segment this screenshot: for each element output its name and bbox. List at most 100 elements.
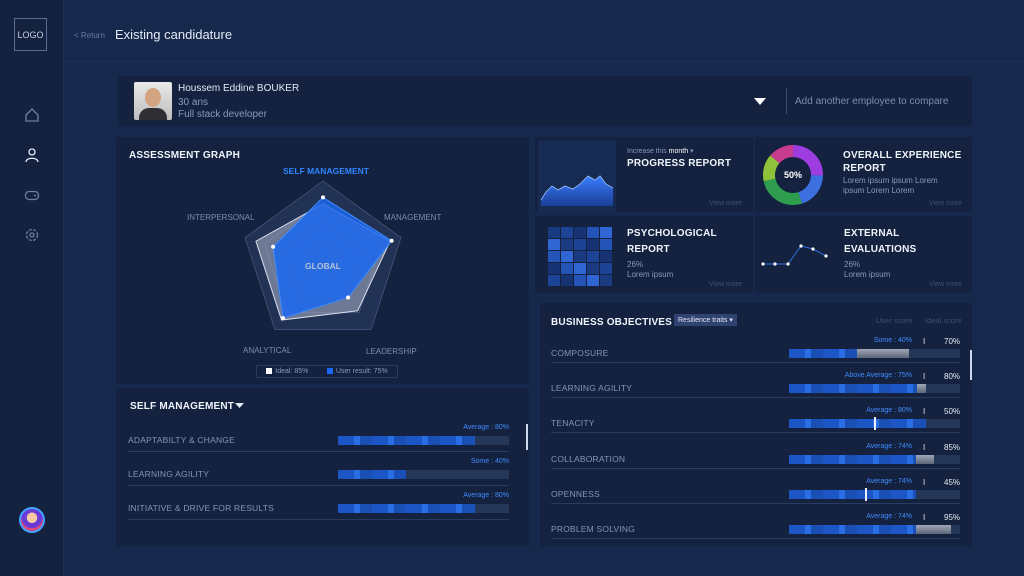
user-score-label: Average : 74%: [866, 442, 912, 450]
user-score-label: Average : 80%: [866, 407, 912, 415]
progress-period-prefix: Increase this month ▾: [627, 148, 694, 155]
view-more-link[interactable]: View more: [709, 281, 742, 288]
user-score-label: Above Average : 75%: [844, 372, 912, 380]
period-select[interactable]: month: [668, 148, 689, 155]
separator: I: [923, 407, 926, 417]
heatmap-cell: [600, 251, 612, 262]
external-line-thumbnail: [761, 244, 828, 266]
candidate-age: 30 ans: [178, 97, 209, 108]
separator: I: [923, 372, 926, 382]
progress-fill: [789, 419, 926, 429]
avatar[interactable]: [19, 507, 45, 533]
user-score-label: Some : 40%: [873, 337, 912, 344]
radar-point: [271, 244, 276, 249]
psych-title-2: REPORT: [627, 244, 670, 255]
progress-fill: [338, 436, 475, 445]
psych-text: Lorem ipsum: [627, 270, 674, 279]
progress-fill: [789, 525, 916, 534]
scrollbar[interactable]: [970, 350, 972, 380]
axis-label-top: SELF MANAGEMENT: [283, 166, 369, 176]
ideal-score-value: 80%: [944, 372, 961, 382]
overall-title-1: OVERALL EXPERIENCE: [843, 150, 962, 161]
heatmap-cell: [587, 263, 599, 274]
divider: [551, 467, 960, 469]
heatmap-thumbnail: [548, 227, 612, 286]
compare-employee-button[interactable]: Add another employee to compare: [795, 96, 949, 107]
progress-bar: [789, 384, 960, 394]
ideal-fill: [915, 525, 952, 534]
row-label: INITIATIVE & DRIVE FOR RESULTS: [128, 503, 274, 513]
divider: [128, 451, 509, 452]
row-label: PROBLEM SOLVING: [551, 524, 636, 534]
row-label: LEARNING AGILITY: [128, 469, 210, 479]
legend-ideal: Ideal: 85%: [266, 368, 308, 375]
gamepad-icon[interactable]: [22, 185, 42, 205]
progress-fill: [338, 504, 475, 513]
psych-title-1: PSYCHOLOGICAL: [627, 228, 717, 239]
home-icon[interactable]: [22, 105, 42, 125]
ideal-fill: [857, 349, 909, 358]
heatmap-cell: [548, 227, 560, 238]
external-percent: 26%: [844, 260, 861, 269]
resilience-traits-select[interactable]: Resilience traits ▾: [674, 314, 737, 326]
axis-label-bottom-left: ANALYTICAL: [243, 346, 292, 355]
divider: [128, 485, 509, 486]
view-more-link[interactable]: View more: [709, 200, 742, 207]
heatmap-cell: [561, 263, 573, 274]
axis-label-right: MANAGEMENT: [384, 213, 442, 222]
row-label: OPENNESS: [551, 488, 600, 499]
heatmap-cell: [574, 275, 586, 286]
scrollbar[interactable]: [526, 424, 528, 450]
divider: [551, 502, 960, 504]
radar-center-label: GLOBAL: [305, 261, 341, 271]
external-title-1: EXTERNAL: [844, 228, 900, 239]
row-label: ADAPTABILTY & CHANGE: [128, 435, 235, 445]
divider: [786, 88, 787, 114]
progress-fill: [338, 470, 407, 479]
return-link[interactable]: < Return: [74, 31, 105, 40]
axis-label-left: INTERPERSONAL: [187, 213, 255, 222]
view-more-link[interactable]: View more: [929, 200, 962, 207]
row-label: TENACITY: [551, 418, 595, 429]
heatmap-cell: [548, 263, 560, 274]
heatmap-cell: [561, 239, 573, 250]
psych-percent: 26%: [627, 260, 644, 269]
assessment-title: ASSESSMENT GRAPH: [129, 150, 240, 161]
view-more-link[interactable]: View more: [929, 281, 962, 288]
candidate-name: Houssem Eddine BOUKER: [178, 83, 300, 94]
business-objectives-title: BUSINESS OBJECTIVES: [551, 317, 673, 328]
heatmap-cell: [574, 263, 586, 274]
radar-legend: Ideal: 85% User result: 75%: [256, 365, 398, 378]
divider: [551, 432, 960, 434]
separator: I: [923, 337, 926, 346]
heatmap-cell: [574, 251, 586, 262]
progress-fill: [789, 454, 916, 464]
separator: I: [923, 442, 926, 452]
radar-point: [280, 316, 285, 321]
heatmap-cell: [561, 251, 573, 262]
radar-chart: GLOBAL: [244, 180, 402, 330]
progress-bar: [338, 470, 509, 479]
heatmap-cell: [600, 227, 612, 238]
external-evaluations-card[interactable]: [755, 216, 972, 293]
user-icon[interactable]: [22, 145, 42, 165]
divider: [128, 519, 509, 520]
candidate-dropdown-icon[interactable]: [754, 98, 766, 105]
heatmap-cell: [587, 275, 599, 286]
score-label: Average : 80%: [463, 424, 509, 431]
page-title: Existing candidature: [115, 27, 233, 42]
overall-text-1: Lorem ipsum ipsum Lorem: [843, 176, 938, 185]
ideal-fill: [917, 384, 926, 394]
progress-fill: [789, 489, 916, 499]
progress-bar: [789, 525, 960, 534]
candidate-bar: Houssem Eddine BOUKER 30 ans Full stack …: [118, 76, 972, 126]
settings-icon[interactable]: [22, 225, 42, 245]
heatmap-cell: [548, 239, 560, 250]
progress-bar: [789, 417, 960, 431]
ideal-score-value: 45%: [944, 477, 961, 487]
heatmap-cell: [587, 251, 599, 262]
radar-points: [271, 195, 394, 321]
logo[interactable]: LOGO: [14, 18, 47, 51]
chevron-down-icon[interactable]: [235, 403, 244, 409]
progress-fill: [789, 349, 858, 358]
